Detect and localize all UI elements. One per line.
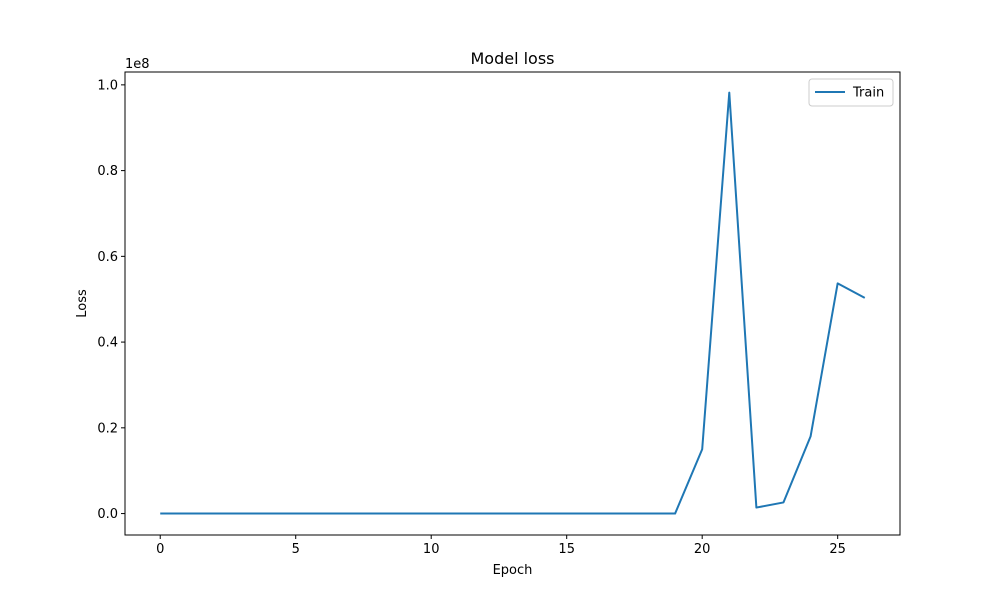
- x-tick-label: 15: [558, 542, 575, 557]
- axis-ticks: 0 5 10 15 20 25 0.0 0.2 0.4 0.6 0.8 1.0: [97, 78, 846, 557]
- x-axis-label: Epoch: [493, 563, 533, 578]
- series-lines: [160, 91, 866, 515]
- x-tick-label: 25: [829, 542, 846, 557]
- y-axis-label: Loss: [75, 289, 90, 318]
- y-tick-label: 1.0: [97, 78, 118, 93]
- x-tick-label: 10: [423, 542, 440, 557]
- y-offset-label: 1e8: [125, 57, 150, 72]
- legend-label-train: Train: [852, 86, 884, 101]
- y-tick-label: 0.8: [97, 164, 118, 179]
- chart-title: Model loss: [470, 49, 554, 68]
- y-tick-label: 0.6: [97, 250, 118, 265]
- plot-frame: [124, 71, 901, 536]
- x-tick-label: 20: [694, 542, 711, 557]
- legend-box: [808, 78, 894, 107]
- x-tick-label: 5: [292, 542, 300, 557]
- y-tick-label: 0.4: [97, 336, 118, 351]
- legend: Train: [808, 78, 894, 107]
- y-tick-label: 0.0: [97, 507, 118, 522]
- x-tick-label: 0: [156, 542, 164, 557]
- series-line-train: [160, 91, 866, 515]
- y-tick-label: 0.2: [97, 421, 118, 436]
